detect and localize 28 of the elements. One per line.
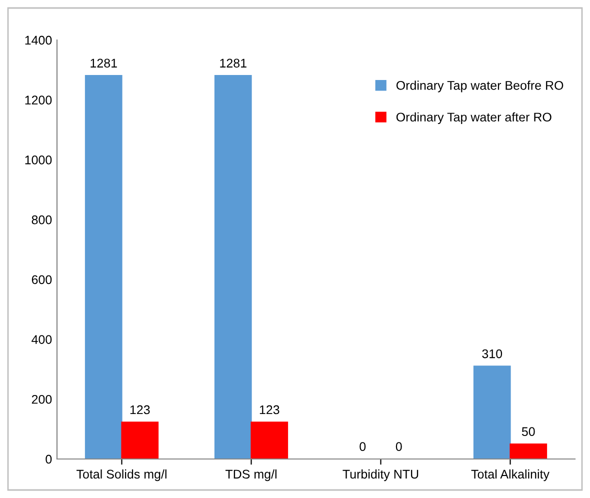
bar [84,75,122,459]
y-tick-label: 1000 [25,156,52,164]
x-tick-label: Total Alkalinity [471,469,550,482]
data-label: 310 [482,349,502,358]
data-label: 123 [130,405,150,414]
legend-label: Ordinary Tap water Beofre RO [396,80,564,92]
x-tick-label: TDS mg/l [225,469,276,482]
bar [473,366,511,459]
bar [214,75,252,459]
bar [510,443,548,459]
data-label: 0 [360,442,366,451]
data-label: 0 [396,442,402,451]
data-label: 1281 [220,58,246,68]
x-tick-label: Total Solids mg/l [76,469,166,482]
y-tick-label: 0 [46,454,52,464]
y-tick-label: 200 [32,394,52,404]
y-tick-label: 600 [32,275,52,284]
x-tick-label: Turbidity NTU [342,469,418,482]
data-label: 50 [522,427,535,436]
data-label: 1281 [90,58,117,68]
bar [121,422,159,459]
bar [250,422,288,459]
legend-label: Ordinary Tap water after RO [396,112,552,124]
data-label: 123 [260,405,280,414]
y-tick-label: 800 [32,215,52,224]
y-tick-label: 400 [32,335,52,344]
y-tick-label: 1200 [25,96,52,105]
y-tick-label: 1400 [25,36,52,45]
